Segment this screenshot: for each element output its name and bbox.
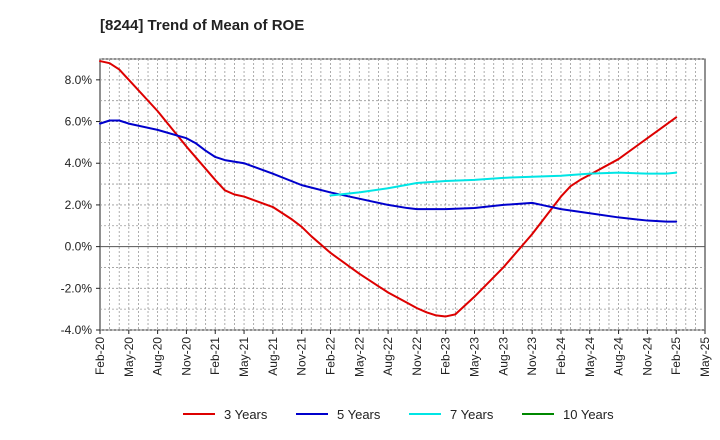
legend-label-3-years: 3 Years: [224, 407, 268, 422]
x-tick-label: Nov-23: [525, 337, 539, 376]
x-tick-label: Feb-24: [554, 337, 568, 375]
x-tick-label: Feb-25: [669, 337, 683, 375]
x-tick-label: Nov-22: [410, 337, 424, 376]
y-tick-label: 0.0%: [65, 240, 93, 254]
legend: 3 Years 5 Years 7 Years 10 Years: [183, 407, 614, 422]
x-tick-label: Aug-20: [151, 337, 165, 376]
x-tick-label: Aug-24: [612, 337, 626, 376]
legend-label-7-years: 7 Years: [450, 407, 494, 422]
y-tick-label: -4.0%: [61, 323, 93, 337]
x-tick-label: May-21: [237, 337, 251, 377]
series-line-7-years: [329, 171, 678, 197]
y-tick-label: 6.0%: [65, 115, 93, 129]
grid-lines: [100, 58, 705, 331]
legend-label-5-years: 5 Years: [337, 407, 381, 422]
y-axis-ticks: 8.0% 6.0% 4.0% 2.0% 0.0% -2.0% -4.0%: [61, 73, 100, 337]
x-tick-label: May-24: [583, 337, 597, 377]
x-axis-ticks: Feb-20 May-20 Aug-20 Nov-20 Feb-21 May-21 Aug-…: [93, 330, 712, 377]
y-tick-label: 8.0%: [65, 73, 93, 87]
x-tick-label: May-22: [352, 337, 366, 377]
x-tick-label: May-20: [122, 337, 136, 377]
series-line-5-years: [99, 119, 678, 223]
series-line-3-years: [99, 60, 678, 318]
x-tick-label: Feb-21: [208, 337, 222, 375]
plot-area: [99, 58, 706, 331]
x-tick-label: May-23: [468, 337, 482, 377]
x-tick-label: Nov-20: [179, 337, 193, 376]
x-tick-label: Nov-24: [640, 337, 654, 376]
x-tick-label: Feb-20: [93, 337, 107, 375]
y-tick-label: 2.0%: [65, 198, 93, 212]
series-lines: [99, 60, 678, 318]
y-tick-label: 4.0%: [65, 156, 93, 170]
x-tick-label: Aug-21: [266, 337, 280, 376]
x-tick-label: May-25: [698, 337, 712, 377]
x-tick-label: Feb-23: [439, 337, 453, 375]
legend-label-10-years: 10 Years: [563, 407, 614, 422]
x-tick-label: Aug-22: [381, 337, 395, 376]
x-tick-label: Nov-21: [295, 337, 309, 376]
x-tick-label: Feb-22: [323, 337, 337, 375]
x-tick-label: Aug-23: [496, 337, 510, 376]
y-tick-label: -2.0%: [61, 281, 93, 295]
chart-title: [8244] Trend of Mean of ROE: [100, 17, 304, 34]
